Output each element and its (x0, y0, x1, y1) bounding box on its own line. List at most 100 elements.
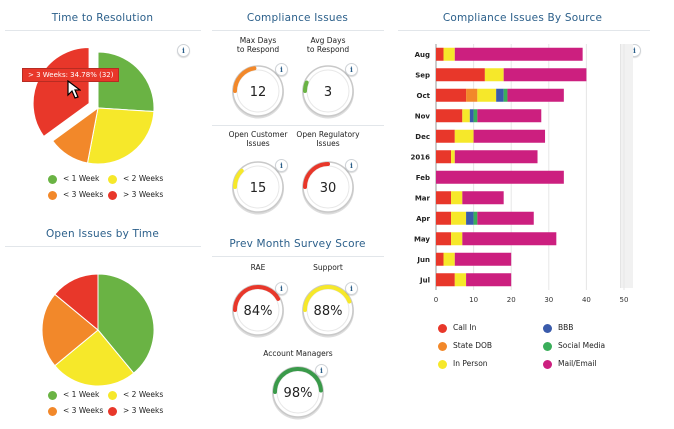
bar-segment-mail-email[interactable] (507, 88, 564, 102)
info-icon[interactable]: i (275, 282, 288, 295)
bar-segment-bbb[interactable] (496, 88, 504, 102)
bar-segment-mail-email[interactable] (477, 211, 534, 225)
bar-segment-mail-email[interactable] (462, 191, 504, 205)
bar-segment-in-person[interactable] (454, 273, 467, 287)
bar-segment-mail-email[interactable] (466, 273, 512, 287)
info-icon[interactable]: i (345, 63, 358, 76)
bar-segment-call-in[interactable] (436, 88, 467, 102)
bar-segment-call-in[interactable] (436, 68, 485, 82)
bar-segment-bbb[interactable] (466, 211, 474, 225)
legend-item[interactable]: > 3 Weeks (108, 406, 163, 416)
legend-item[interactable]: State DOB (438, 341, 492, 351)
bar-segment-call-in[interactable] (436, 47, 444, 61)
bar-segment-bbb[interactable] (469, 109, 474, 123)
bar-segment-mail-email[interactable] (462, 232, 557, 246)
gauge[interactable]: 3 (300, 61, 360, 121)
bar-segment-in-person[interactable] (477, 88, 497, 102)
legend-item[interactable]: Call In (438, 323, 476, 333)
legend-dot-icon (108, 406, 117, 416)
bar-segment-mail-email[interactable] (454, 150, 538, 164)
gauge-arc (233, 66, 257, 93)
bar-segment-mail-email[interactable] (477, 109, 542, 123)
bar-segment-call-in[interactable] (436, 273, 455, 287)
bar-segment-mail-email[interactable] (436, 170, 564, 184)
bar-segment-mail-email[interactable] (454, 252, 512, 266)
legend-item[interactable]: Social Media (543, 341, 605, 351)
bar-segment-social-media[interactable] (473, 211, 478, 225)
legend-item[interactable]: In Person (438, 359, 488, 369)
cursor-icon (67, 80, 81, 99)
legend-item[interactable]: < 2 Weeks (108, 174, 163, 184)
bar-segment-in-person[interactable] (443, 252, 455, 266)
bar-segment-in-person[interactable] (454, 129, 474, 143)
legend-label: Call In (453, 323, 477, 332)
bar-segment-call-in[interactable] (436, 211, 452, 225)
bar-segment-in-person[interactable] (484, 68, 504, 82)
gauge-value: 88% (314, 304, 343, 319)
x-tick-label: 10 (469, 296, 478, 304)
scrollbar-track[interactable] (620, 44, 633, 288)
legend-item[interactable]: < 3 Weeks (48, 190, 103, 200)
gauge[interactable]: 15 (230, 157, 290, 217)
legend-dot-icon (543, 359, 552, 369)
bar-segment-in-person[interactable] (462, 109, 470, 123)
legend-dot-icon (543, 341, 552, 351)
info-icon[interactable]: i (275, 159, 288, 172)
gauge[interactable]: 98% (270, 362, 330, 422)
y-tick-label: Jun (416, 256, 430, 264)
legend-item[interactable]: > 3 Weeks (108, 190, 163, 200)
time-to-resolution-pie[interactable] (0, 40, 205, 180)
legend-item[interactable]: < 2 Weeks (108, 390, 163, 400)
info-icon[interactable]: i (345, 282, 358, 295)
pie-slice-1-week[interactable] (97, 51, 155, 113)
info-icon[interactable]: i (275, 63, 288, 76)
legend-item[interactable]: BBB (543, 323, 573, 333)
info-icon[interactable]: i (345, 159, 358, 172)
bar-segment-call-in[interactable] (436, 232, 452, 246)
gauge[interactable]: 88% (300, 280, 360, 340)
y-tick-label: Sep (415, 71, 430, 79)
bar-segment-call-in[interactable] (436, 252, 444, 266)
info-icon[interactable]: i (177, 44, 190, 57)
gauge-value: 3 (324, 85, 332, 100)
compliance-by-source-chart[interactable]: 0 10 20 30 40 50 Aug Sep Oct Nov Dec 2016 Feb Mar Apr M… (398, 40, 638, 320)
gauge[interactable]: 12 (230, 61, 290, 121)
bar-segment-call-in[interactable] (436, 191, 452, 205)
gauge-value: 84% (244, 304, 273, 319)
bar-segment-state-dob[interactable] (466, 88, 478, 102)
bar-segment-in-person[interactable] (451, 211, 467, 225)
bar-segment-mail-email[interactable] (473, 129, 546, 143)
bar-segment-mail-email[interactable] (454, 47, 583, 61)
bar-segment-call-in[interactable] (436, 109, 463, 123)
open-issues-pie[interactable] (0, 258, 205, 388)
legend-item[interactable]: Mail/Email (543, 359, 597, 369)
legend-item[interactable]: < 1 Week (48, 390, 99, 400)
bar-segment-mail-email[interactable] (503, 68, 587, 82)
bar-segment-call-in[interactable] (436, 150, 452, 164)
bar-segment-social-media[interactable] (473, 109, 478, 123)
bar-segment-in-person[interactable] (451, 232, 463, 246)
pie-slice-2-weeks[interactable] (54, 329, 135, 387)
gauge[interactable]: 84% (230, 280, 290, 340)
pie-slice-2-weeks[interactable] (86, 107, 155, 165)
x-tick-label: 50 (620, 296, 629, 304)
legend-dot-icon (108, 174, 117, 184)
legend-label: > 3 Weeks (123, 406, 164, 415)
legend-item[interactable]: < 1 Week (48, 174, 99, 184)
legend-item[interactable]: < 3 Weeks (48, 406, 103, 416)
bar-segment-in-person[interactable] (451, 191, 463, 205)
bar-segment-social-media[interactable] (503, 88, 508, 102)
legend-dot-icon (438, 323, 447, 333)
pie-slice-3-weeks[interactable] (41, 293, 99, 367)
bar-segment-in-person[interactable] (443, 47, 455, 61)
legend-label: < 2 Weeks (123, 174, 164, 183)
pie-slice-1-week[interactable] (97, 273, 155, 374)
gauge-value: 15 (250, 181, 267, 196)
x-tick-label: 0 (434, 296, 438, 304)
pie-slice-3-weeks[interactable] (54, 273, 99, 332)
gauge[interactable]: 30 (300, 157, 360, 217)
pie-slice-3-weeks[interactable] (51, 106, 99, 164)
bar-segment-in-person[interactable] (451, 150, 455, 164)
bar-segment-call-in[interactable] (436, 129, 455, 143)
info-icon[interactable]: i (315, 364, 328, 377)
